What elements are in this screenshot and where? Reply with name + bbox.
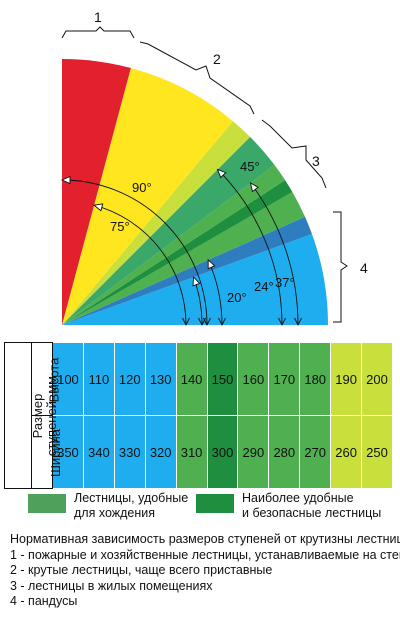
width-cell: 250 [361, 415, 393, 489]
angle-arcs [60, 168, 302, 327]
height-cell: 140 [175, 342, 208, 416]
angle-arc-45 [217, 169, 283, 326]
stair-angle-diagram: 1 2 3 4 90° 75° 45° 37° 24° 20° [60, 9, 368, 327]
angle-sector-4 [62, 180, 293, 325]
height-cell: 160 [237, 342, 270, 416]
legend-text-comfortable-line1: Лестницы, удобные [74, 491, 189, 505]
step-size-table: Размер ступеней ,мм Высота 100 110 120 130 14… [4, 342, 393, 489]
angle-arc-start-24 [218, 317, 226, 327]
notes-title: Нормативная зависимость размеров ступене… [10, 532, 400, 546]
angle-arrowhead-45 [216, 168, 227, 179]
height-cell: 190 [330, 342, 363, 416]
angle-arrowhead-37 [249, 182, 259, 193]
category-label-4: 4 [360, 260, 368, 276]
height-cell: 110 [82, 342, 115, 416]
legend-text-safest-line2: и безопасные лестницы [242, 506, 382, 520]
legend-swatch-safest [196, 494, 234, 513]
table-row-heights: Размер ступеней ,мм Высота 100 110 120 130 14… [4, 342, 393, 489]
angle-arrowhead-75 [93, 203, 104, 212]
width-label: Ширина [48, 428, 64, 477]
width-cell: 280 [268, 415, 301, 489]
notes: Нормативная зависимость размеров ступене… [10, 532, 400, 610]
angle-arc-start-45 [278, 317, 286, 327]
angle-sector-2 [62, 216, 312, 325]
width-cell: 320 [144, 415, 177, 489]
height-cell: 200 [361, 342, 393, 416]
table-row-widths: Ширина 350 340 330 320 310 300 290 280 270 260 250 [5, 415, 393, 489]
angle-arrowhead-24 [207, 258, 216, 270]
angle-label-24: 24° [254, 279, 274, 294]
angle-label-20: 20° [227, 290, 247, 305]
category-label-2: 2 [213, 51, 221, 67]
note-item-2: 2 - крутые лестницы, чаще всего приставн… [10, 563, 273, 578]
brace-3 [261, 119, 327, 189]
brace-1 [61, 26, 135, 39]
angle-arc-start-37 [294, 317, 302, 327]
angle-arrowhead-20 [192, 276, 201, 287]
height-cell: 150 [206, 342, 239, 416]
category-label-3: 3 [312, 153, 320, 169]
angle-arc-37 [250, 182, 299, 326]
height-cell: 130 [144, 342, 177, 416]
legend-text-comfortable-line2: для хождения [74, 506, 156, 520]
angle-sector-9 [62, 59, 131, 325]
width-cell: 330 [113, 415, 146, 489]
angle-sectors [62, 59, 328, 325]
angle-sector-3 [62, 192, 305, 325]
category-braces [61, 26, 348, 323]
angle-arc-start-20 [198, 317, 206, 327]
width-cell: 290 [237, 415, 270, 489]
angle-sector-7 [62, 121, 251, 325]
legend: Лестницы, удобные для хождения Наиболее … [28, 491, 398, 527]
legend-swatch-comfortable [28, 494, 66, 513]
width-cell: 340 [82, 415, 115, 489]
angle-arrowhead-90 [60, 175, 71, 185]
angle-sector-5 [62, 164, 286, 325]
brace-2 [139, 41, 255, 115]
legend-text-safest: Наиболее удобные и безопасные лестницы [242, 491, 381, 521]
angle-sector-6 [62, 136, 275, 325]
note-item-1: 1 - пожарные и хозяйственные лестницы, у… [10, 547, 400, 562]
legend-item-comfortable: Лестницы, удобные для хождения [28, 491, 188, 521]
category-label-1: 1 [94, 9, 102, 25]
width-cell: 310 [175, 415, 208, 489]
height-cell: 120 [113, 342, 146, 416]
width-cell: 300 [206, 415, 239, 489]
legend-text-comfortable: Лестницы, удобные для хождения [74, 491, 188, 521]
angle-sector-8 [62, 68, 233, 325]
brace-4 [333, 211, 348, 323]
width-cell: 270 [299, 415, 332, 489]
note-item-4: 4 - пандусы [10, 594, 78, 609]
angle-label-90: 90° [132, 180, 152, 195]
width-header: Ширина [31, 415, 63, 489]
angle-arc-90 [61, 179, 208, 326]
legend-item-safest: Наиболее удобные и безопасные лестницы [196, 491, 381, 521]
height-label: Высота [46, 357, 62, 402]
angle-arc-start-75 [182, 317, 190, 327]
height-cell: 170 [268, 342, 301, 416]
height-cell: 180 [299, 342, 332, 416]
angle-label-37: 37° [275, 275, 295, 290]
angle-arc-75 [93, 204, 187, 326]
note-item-3: 3 - лестницы в жилых помещениях [10, 578, 213, 593]
width-cell: 260 [330, 415, 363, 489]
step-size-label-line1: Размер [30, 393, 46, 438]
legend-text-safest-line1: Наиболее удобные [242, 491, 354, 505]
angle-label-45: 45° [240, 159, 260, 174]
angle-label-75: 75° [110, 219, 130, 234]
step-size-header: Размер ступеней ,мм [4, 342, 59, 489]
